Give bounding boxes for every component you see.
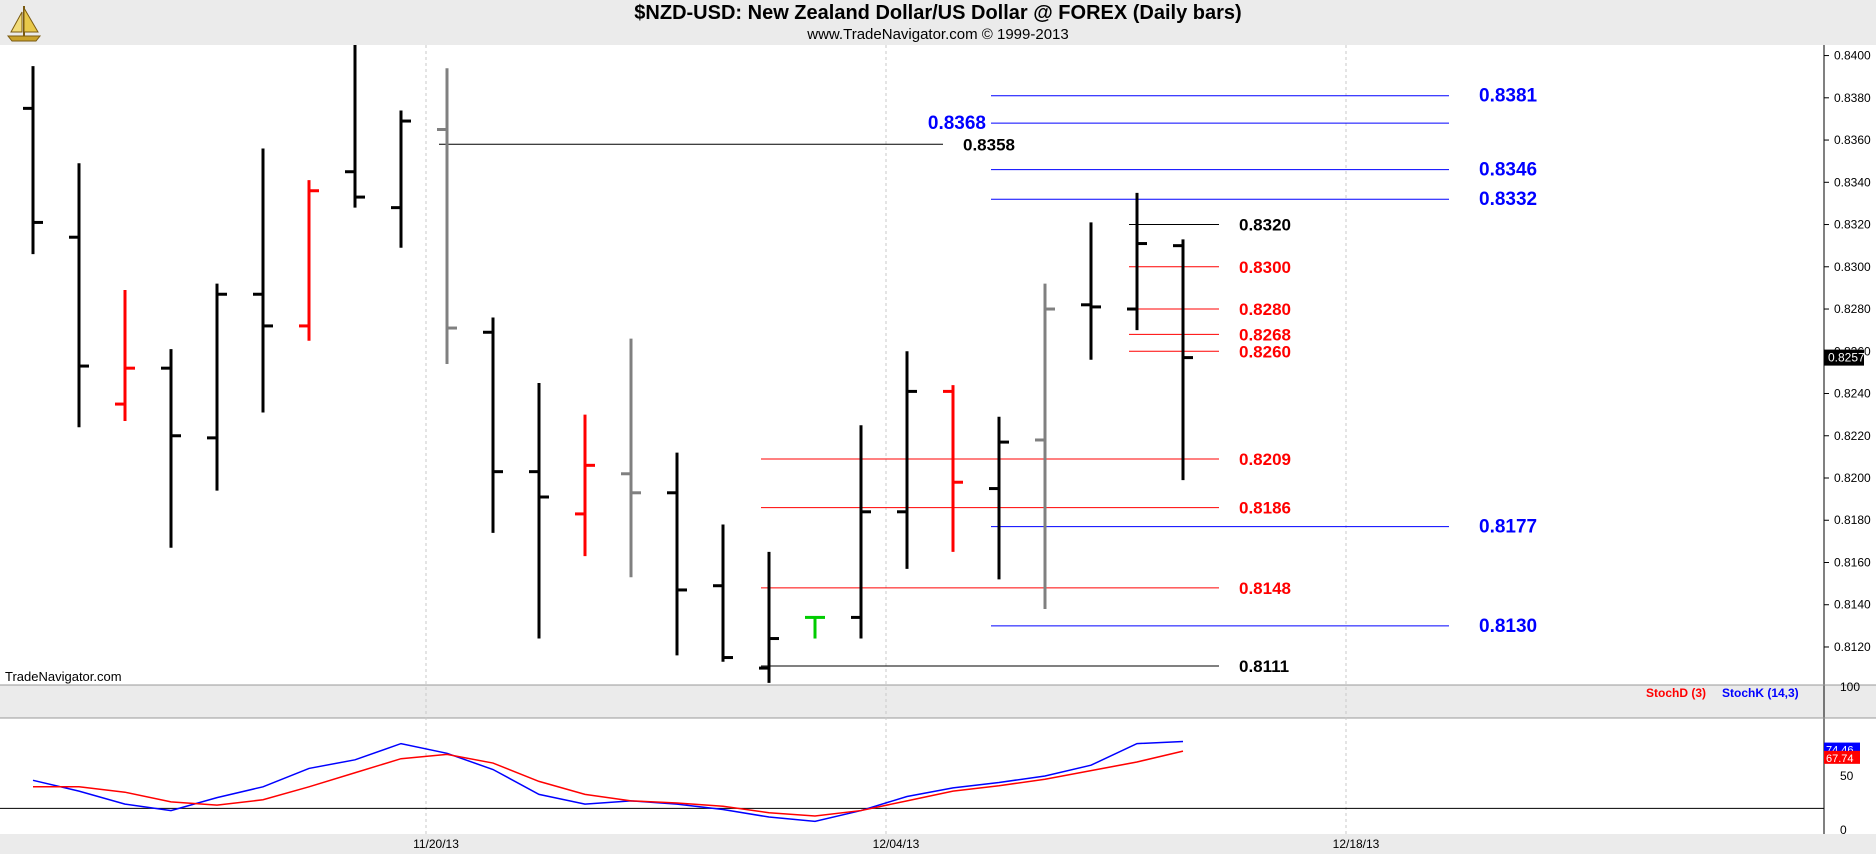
ohlc-bar — [529, 382, 549, 639]
ohlc-bar — [851, 425, 871, 639]
price-tick-label: 0.8240 — [1834, 387, 1871, 401]
ohlc-bar — [437, 68, 457, 364]
ohlc-bar — [207, 283, 227, 491]
price-tick-label: 0.8280 — [1834, 302, 1871, 316]
legend-entry: StochK (14,3) — [1722, 686, 1799, 700]
date-tick-label: 12/04/13 — [873, 837, 920, 851]
date-tick-label: 11/20/13 — [413, 837, 459, 851]
price-tick-label: 0.8400 — [1834, 49, 1871, 63]
ohlc-bar — [69, 163, 89, 428]
price-level-label: 0.8209 — [1239, 450, 1291, 469]
ohlc-bar — [161, 349, 181, 548]
ohlc-bar — [1081, 222, 1101, 360]
price-tick-label: 0.8380 — [1834, 91, 1871, 105]
ohlc-bar — [759, 551, 779, 683]
ohlc-bar — [115, 290, 135, 421]
ohlc-bar — [667, 452, 687, 656]
date-axis — [0, 834, 1876, 854]
price-tick-label: 0.8120 — [1834, 640, 1871, 654]
legend-entry: StochD (3) — [1646, 686, 1706, 700]
price-level-label: 0.8346 — [1479, 160, 1537, 181]
ohlc-bar — [805, 615, 825, 639]
date-tick-label: 12/18/13 — [1333, 837, 1380, 851]
price-level-label: 0.8358 — [963, 135, 1015, 154]
price-axis-labels: 0.8120 0.8140 0.8160 0.8180 0.8200 0.8220 0.82… — [1824, 49, 1871, 654]
stoch-d-value: 67.74 — [1826, 753, 1854, 765]
price-panel — [0, 45, 1824, 685]
price-tick-label: 0.8340 — [1834, 175, 1871, 189]
price-level-label: 0.8268 — [1239, 325, 1291, 344]
price-tick-label: 0.8300 — [1834, 260, 1871, 274]
price-level-label: 0.8111 — [1239, 657, 1289, 676]
ohlc-bar — [23, 66, 43, 255]
panel-separator — [0, 685, 1876, 718]
price-level-label: 0.8148 — [1239, 579, 1291, 598]
price-level-label: 0.8260 — [1239, 342, 1291, 361]
stoch-series-line — [33, 750, 1184, 817]
price-bars — [23, 45, 1193, 683]
price-tick-label: 0.8180 — [1834, 513, 1871, 527]
price-level-label: 0.8177 — [1479, 517, 1537, 538]
ohlc-bar — [391, 110, 411, 248]
ohlc-bar — [1127, 192, 1147, 331]
price-level-label: 0.8332 — [1479, 189, 1537, 210]
price-level-label: 0.8381 — [1479, 86, 1538, 107]
last-price-badge — [1824, 349, 1864, 366]
date-axis-labels: 11/20/13 12/04/13 12/18/13 — [413, 837, 1380, 851]
price-level-label: 0.8368 — [928, 113, 986, 134]
stoch-legend: StochD (3) StochK (14,3) — [1646, 686, 1799, 700]
price-tick-label: 0.8220 — [1834, 429, 1871, 443]
price-tick-label: 0.8360 — [1834, 133, 1871, 147]
price-level-label: 0.8130 — [1479, 616, 1537, 637]
watermark: TradeNavigator.com — [5, 669, 122, 684]
header-background — [0, 0, 1876, 45]
ohlc-bar — [621, 338, 641, 578]
ohlc-bar — [943, 385, 963, 552]
ohlc-bar — [575, 414, 595, 557]
price-tick-label: 0.8140 — [1834, 598, 1871, 612]
chart-subtitle: www.TradeNavigator.com © 1999-2013 — [807, 26, 1069, 43]
stoch-series-line — [32, 740, 1184, 823]
chart-title: $NZD-USD: New Zealand Dollar/US Dollar @… — [634, 2, 1242, 24]
stoch-tick-label: 50 — [1840, 769, 1854, 783]
last-price-label: 0.8257 — [1828, 351, 1865, 365]
stochastic-lines — [0, 740, 1824, 823]
price-level-label: 0.8186 — [1239, 499, 1291, 518]
stoch-tick-label: 0 — [1840, 823, 1847, 837]
price-level-label: 0.8300 — [1239, 258, 1291, 277]
price-tick-label: 0.8200 — [1834, 471, 1871, 485]
stoch-panel — [0, 718, 1824, 834]
price-tick-label: 0.8160 — [1834, 555, 1871, 569]
price-tick-label: 0.8320 — [1834, 218, 1871, 232]
ohlc-bar — [483, 317, 503, 533]
ohlc-bar — [713, 524, 733, 662]
ohlc-bar — [345, 45, 365, 208]
ohlc-bar — [989, 416, 1009, 580]
ohlc-bar — [1173, 239, 1193, 481]
ohlc-bar — [299, 180, 319, 341]
stoch-d-badge — [1824, 750, 1860, 764]
price-level-label: 0.8280 — [1239, 300, 1291, 319]
price-level-label: 0.8320 — [1239, 216, 1291, 235]
ohlc-bar — [897, 351, 917, 569]
tradenavigator-logo-icon — [6, 6, 42, 42]
ohlc-bar — [1035, 283, 1055, 609]
ohlc-bar — [253, 148, 273, 413]
stoch-tick-label: 100 — [1840, 680, 1860, 694]
